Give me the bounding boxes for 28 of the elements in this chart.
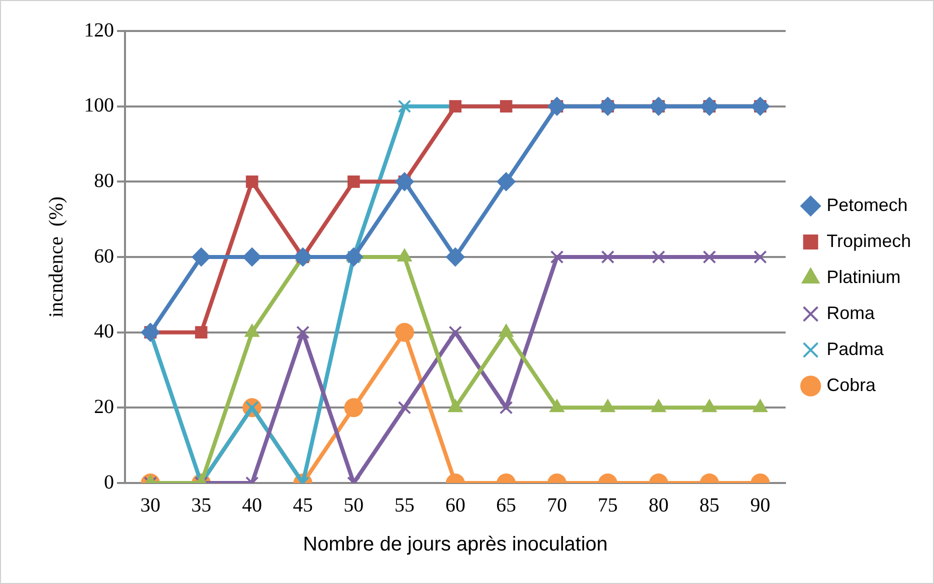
x-tick-label: 60 [445,494,466,516]
y-tick-label: 60 [94,245,114,268]
legend-label: Tropimech [826,230,911,251]
x-tick-label: 45 [292,494,313,516]
x-axis-title: Nombre de jours après inoculation [303,534,608,556]
y-tick-label: 20 [94,396,114,418]
y-tick-label: 80 [94,170,114,192]
y-axis-title: incndence (%) [45,196,68,318]
x-tick-label: 35 [191,494,212,516]
x-tick-label: 55 [394,494,415,516]
legend-label: Cobra [826,374,877,395]
y-tick-label: 40 [94,320,114,343]
x-tick-label: 30 [140,494,160,516]
x-tick-label: 75 [598,494,618,516]
y-tick-label: 100 [84,94,114,117]
legend-label: Roma [826,302,876,323]
x-tick-label: 65 [496,494,516,516]
y-tick-label: 120 [84,19,114,42]
x-tick-label: 50 [344,494,364,516]
x-tick-label: 80 [648,494,669,516]
x-tick-label: 40 [242,494,262,516]
x-tick-label: 85 [699,494,720,516]
legend-label: Petomech [826,194,908,215]
legend-label: Platinium [826,266,901,287]
y-tick-label: 0 [104,471,114,494]
x-tick-label: 90 [750,494,770,516]
x-tick-label: 70 [546,494,567,516]
legend-label: Padma [826,338,885,359]
